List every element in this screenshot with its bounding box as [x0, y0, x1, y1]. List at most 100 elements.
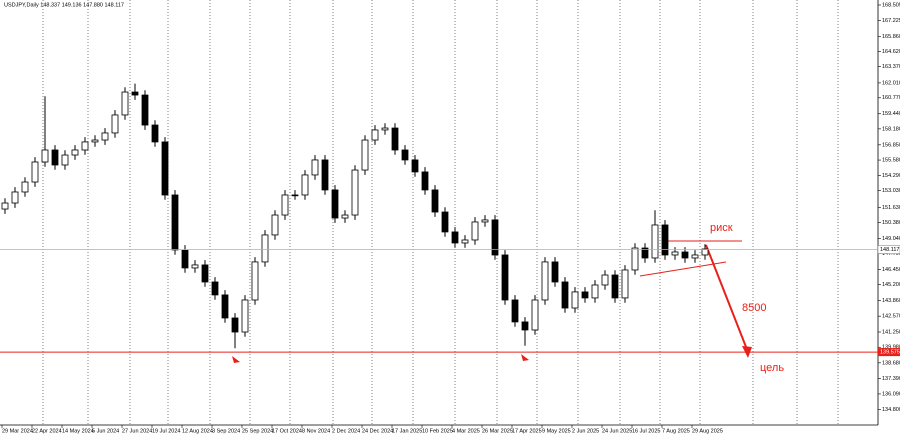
y-tick-label: 138.680 — [882, 360, 900, 366]
x-tick-label: 10 Feb 2025 — [422, 428, 453, 434]
candle-body — [681, 251, 689, 259]
candle-body — [31, 161, 39, 183]
y-tick-label: 167.225 — [882, 18, 900, 24]
y-tick-label: 143.860 — [882, 298, 900, 304]
x-tick-label: 26 Mar 2025 — [482, 428, 513, 434]
x-tick-label: 9 May 2025 — [542, 428, 571, 434]
candle-body — [91, 139, 99, 143]
x-tick-label: 29 Aug 2025 — [692, 428, 723, 434]
x-tick-label: 12 Aug 2024 — [182, 428, 213, 434]
x-tick-label: 17 Oct 2024 — [272, 428, 302, 434]
chart-title: USDJPY,Daily 148.337 149.136 147.880 148… — [4, 2, 124, 8]
candle-body — [11, 191, 19, 204]
candle-body — [611, 274, 619, 299]
target-level-box — [878, 348, 900, 357]
candle-body — [361, 139, 369, 171]
candle-body — [81, 141, 89, 151]
target-level-label: 139.575 — [880, 350, 900, 356]
candle-body — [651, 224, 659, 259]
candle-body — [21, 181, 29, 193]
y-tick-label: 162.010 — [882, 80, 900, 86]
x-tick-label: 29 Mar 2024 — [2, 428, 33, 434]
candle-body — [51, 149, 59, 166]
y-tick-label: 165.860 — [882, 34, 900, 40]
target-arrow — [705, 244, 749, 353]
candle-body — [661, 224, 669, 256]
x-tick-label: 4 Mar 2025 — [452, 428, 480, 434]
candle-body — [371, 129, 379, 141]
candle-body — [161, 141, 169, 196]
candle-body — [1, 202, 9, 210]
current-price-box — [877, 245, 900, 254]
candle-body — [61, 154, 69, 166]
y-tick-label: 137.390 — [882, 376, 900, 382]
candle-body — [111, 114, 119, 134]
y-tick-label: 150.380 — [882, 220, 900, 226]
y-tick-label: 168.505 — [882, 2, 900, 8]
candle-body — [321, 159, 329, 191]
candle-body — [561, 281, 569, 309]
y-tick-label: 142.570 — [882, 314, 900, 320]
candle-body — [191, 264, 199, 269]
trend-line — [639, 261, 727, 277]
low-marker — [232, 356, 240, 363]
y-tick-label: 147.790 — [882, 251, 900, 257]
x-tick-label: 22 Apr 2024 — [32, 428, 62, 434]
low-marker — [521, 354, 529, 361]
candle-body — [451, 231, 459, 244]
x-tick-label: 16 Jul 2025 — [632, 428, 660, 434]
candle-body — [491, 219, 499, 256]
annotation: 8500 — [742, 302, 766, 314]
candle-body — [401, 149, 409, 161]
candle-body — [621, 269, 629, 299]
candle-body — [261, 234, 269, 263]
y-tick-label: 146.450 — [882, 267, 900, 273]
y-tick-label: 160.770 — [882, 95, 900, 101]
y-tick-label: 164.620 — [882, 49, 900, 55]
y-tick-label: 154.290 — [882, 173, 900, 179]
x-tick-label: 7 Aug 2025 — [662, 428, 690, 434]
candle-body — [411, 159, 419, 173]
y-tick-label: 145.200 — [882, 282, 900, 288]
y-tick-label: 159.440 — [882, 111, 900, 117]
x-tick-label: 17 Apr 2025 — [512, 428, 542, 434]
candle-body — [701, 248, 709, 256]
x-tick-label: 27 Jun 2024 — [122, 428, 152, 434]
x-tick-label: 2 Dec 2024 — [332, 428, 360, 434]
annotation: риск — [710, 222, 733, 234]
candle-body — [601, 274, 609, 286]
candle-body — [171, 194, 179, 251]
candle-body — [671, 251, 679, 256]
candle-body — [421, 171, 429, 191]
candle-body — [431, 189, 439, 213]
candle-body — [461, 239, 469, 244]
candle-body — [341, 214, 349, 219]
candle-body — [71, 149, 79, 156]
candle-body — [291, 194, 299, 197]
candle-body — [541, 261, 549, 301]
candle-body — [181, 249, 189, 269]
candle-body — [631, 247, 639, 271]
x-tick-label: 2 Jun 2025 — [572, 428, 599, 434]
x-tick-label: 14 May 2024 — [62, 428, 94, 434]
candle-body — [471, 221, 479, 241]
y-tick-label: 134.800 — [882, 407, 900, 413]
x-tick-label: 19 Jul 2024 — [152, 428, 180, 434]
candle-body — [551, 261, 559, 283]
candle-body — [351, 169, 359, 216]
candle-body — [311, 159, 319, 176]
x-tick-label: 3 Sep 2024 — [212, 428, 240, 434]
y-tick-label: 156.850 — [882, 142, 900, 148]
annotation: цель — [760, 362, 784, 374]
candle-body — [381, 127, 389, 131]
candle-body — [241, 299, 249, 333]
x-tick-label: 24 Dec 2024 — [362, 428, 393, 434]
y-tick-label: 149.040 — [882, 236, 900, 242]
candle-body — [581, 291, 589, 299]
candle-body — [221, 294, 229, 319]
candle-body — [521, 321, 529, 331]
candle-body — [571, 291, 579, 309]
y-tick-label: 153.030 — [882, 188, 900, 194]
candle-body — [481, 219, 489, 223]
